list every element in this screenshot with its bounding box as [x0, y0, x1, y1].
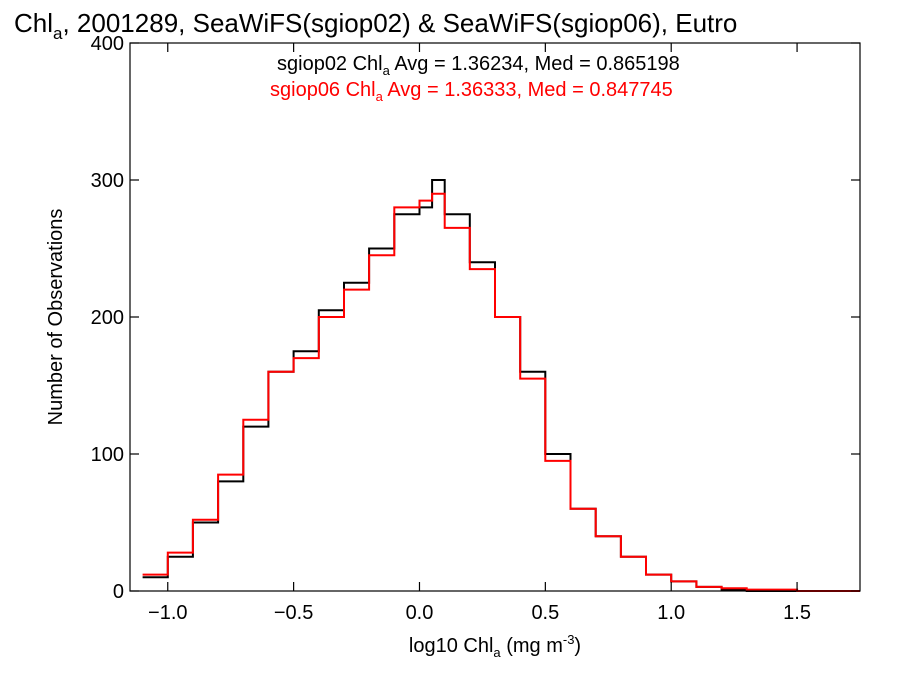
x-axis-label-units: (mg m: [501, 635, 563, 657]
y-tick-label: 200: [91, 307, 124, 329]
x-tick-label: 0.5: [531, 602, 559, 624]
series-stats-subscript: a: [376, 89, 384, 104]
y-axis-label: Number of Observations: [45, 209, 67, 426]
x-axis-label-superscript: -3: [563, 632, 575, 647]
series-line-1: [142, 192, 860, 592]
series-line-0: [142, 179, 860, 592]
chart-title: Chla, 2001289, SeaWiFS(sgiop02) & SeaWiF…: [14, 8, 737, 43]
x-tick-label: 0.0: [406, 602, 434, 624]
series-stats-values: Avg = 1.36234, Med = 0.865198: [390, 53, 680, 75]
series-stats-subscript: a: [383, 63, 391, 78]
series-stats-label-sgiop02: sgiop02 Chla Avg = 1.36234, Med = 0.8651…: [277, 53, 680, 78]
x-tick-label: −1.0: [148, 602, 187, 624]
chart-title-rest: , 2001289, SeaWiFS(sgiop02) & SeaWiFS(sg…: [62, 8, 737, 38]
series-stats-label-sgiop06: sgiop06 Chla Avg = 1.36333, Med = 0.8477…: [270, 79, 673, 104]
x-axis-label: log10 Chla (mg m-3): [409, 632, 581, 660]
x-axis-label-main: log10 Chl: [409, 635, 494, 657]
series-stats-name: sgiop02 Chl: [277, 53, 383, 75]
y-axis-ticks: 0 100 200 300 400: [91, 33, 860, 603]
y-tick-label: 300: [91, 170, 124, 192]
x-tick-label: −0.5: [274, 602, 313, 624]
x-tick-label: 1.0: [657, 602, 685, 624]
x-axis-label-close: ): [574, 635, 581, 657]
series-layer: [142, 179, 860, 592]
y-tick-label: 0: [113, 581, 124, 603]
chart-title-subscript: a: [53, 24, 63, 43]
x-axis-ticks: −1.0 −0.5 0.0 0.5 1.0 1.5: [148, 43, 811, 624]
x-axis-label-subscript: a: [493, 645, 501, 660]
series-stats-values: Avg = 1.36333, Med = 0.847745: [383, 79, 673, 101]
y-tick-label: 100: [91, 444, 124, 466]
x-tick-label: 1.5: [783, 602, 811, 624]
series-stats-name: sgiop06 Chl: [270, 79, 376, 101]
chart-title-main: Chl: [14, 8, 53, 38]
y-tick-label: 400: [91, 33, 124, 55]
